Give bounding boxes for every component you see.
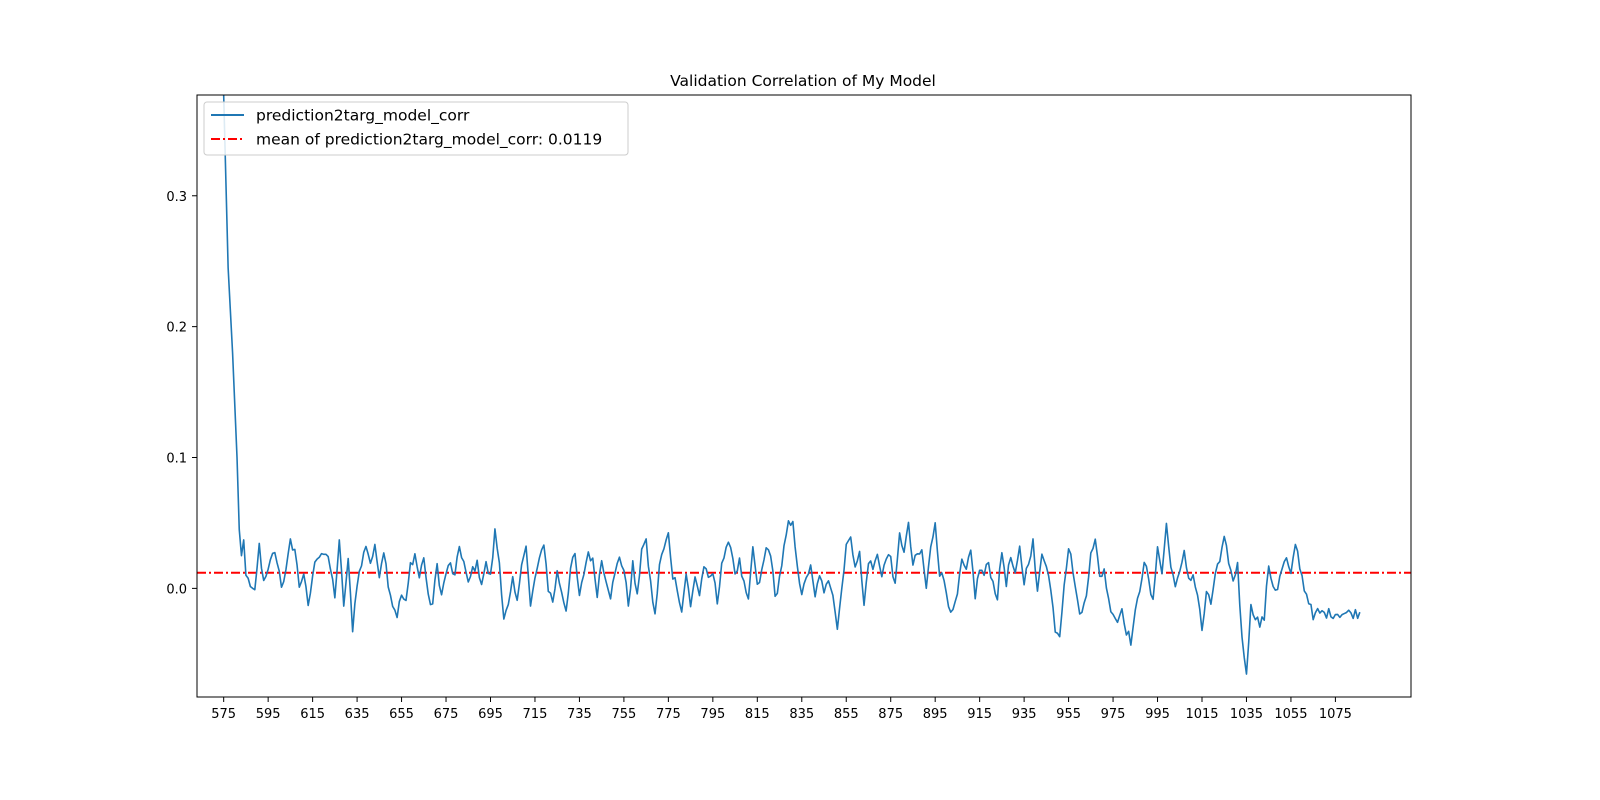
x-tick-label: 1035 — [1230, 707, 1263, 722]
y-tick-label: 0.2 — [166, 321, 187, 336]
legend-box — [203, 101, 629, 156]
x-tick-label: 695 — [478, 707, 503, 722]
x-tick-label: 775 — [656, 707, 681, 722]
x-tick-label: 655 — [389, 707, 414, 722]
x-tick-label: 675 — [434, 707, 459, 722]
x-tick-label: 975 — [1101, 707, 1126, 722]
x-tick-label: 735 — [567, 707, 592, 722]
chart-title: Validation Correlation of My Model — [670, 72, 936, 90]
x-tick-label: 1015 — [1185, 707, 1218, 722]
x-tick-label: 1055 — [1274, 707, 1307, 722]
legend-label-corr: prediction2targ_model_corr — [256, 107, 470, 126]
legend-label-mean: mean of prediction2targ_model_corr: 0.01… — [256, 131, 602, 150]
y-axis: 0.0 0.1 0.2 0.3 — [166, 190, 197, 597]
y-tick-label: 0.3 — [166, 190, 187, 205]
y-tick-label: 0.1 — [166, 452, 187, 467]
series-line-corr — [222, 95, 1361, 675]
axes-frame — [196, 94, 1412, 698]
y-tick-label: 0.0 — [166, 582, 187, 597]
x-tick-label: 955 — [1056, 707, 1081, 722]
x-tick-label: 915 — [967, 707, 992, 722]
legend: prediction2targ_model_corr mean of predi… — [203, 101, 629, 156]
x-tick-label: 995 — [1145, 707, 1170, 722]
x-tick-label: 895 — [923, 707, 948, 722]
x-tick-label: 815 — [745, 707, 770, 722]
x-tick-label: 935 — [1012, 707, 1037, 722]
x-axis: 575 595 615 635 655 675 695 715 735 755 775 795 815 8… — [211, 697, 1352, 722]
x-tick-label: 835 — [789, 707, 814, 722]
x-tick-label: 575 — [211, 707, 236, 722]
x-tick-label: 755 — [611, 707, 636, 722]
x-tick-label: 615 — [300, 707, 325, 722]
x-tick-label: 855 — [834, 707, 859, 722]
plot-area — [197, 95, 1411, 675]
x-tick-label: 595 — [256, 707, 281, 722]
x-tick-label: 795 — [700, 707, 725, 722]
x-tick-label: 1075 — [1319, 707, 1352, 722]
x-tick-label: 875 — [878, 707, 903, 722]
x-tick-label: 715 — [523, 707, 548, 722]
x-tick-label: 635 — [345, 707, 370, 722]
